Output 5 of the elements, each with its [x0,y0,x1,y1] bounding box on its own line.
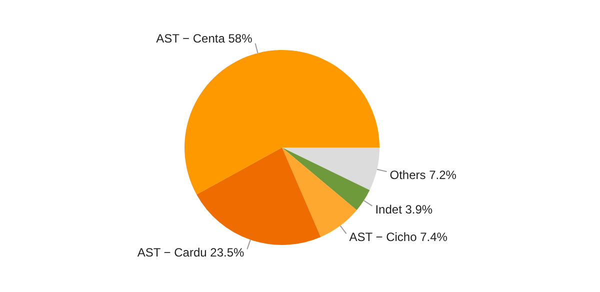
slice-label: AST − Centa 58% [156,32,253,46]
slice-label: AST − Cardu 23.5% [137,246,245,260]
slice-label: Others 7.2% [390,168,457,182]
slice-label: AST − Cicho 7.4% [349,230,448,244]
slice-label: Indet 3.9% [375,202,433,216]
